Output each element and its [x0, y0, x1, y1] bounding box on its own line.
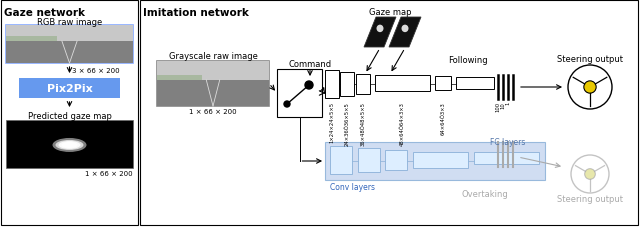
Text: RGB raw image: RGB raw image: [37, 18, 102, 27]
Bar: [413, 152, 468, 168]
Text: 10: 10: [500, 101, 506, 108]
Bar: [6, 26, 133, 64]
Text: Predicted gaze map: Predicted gaze map: [28, 112, 111, 120]
Bar: [157, 81, 269, 106]
Bar: [1, 1, 138, 225]
Bar: [6, 26, 133, 42]
Circle shape: [568, 66, 612, 109]
Ellipse shape: [61, 142, 77, 148]
Text: 1 × 66 × 200: 1 × 66 × 200: [85, 170, 133, 176]
Bar: [157, 62, 269, 106]
Bar: [325, 71, 339, 98]
Bar: [277, 70, 322, 117]
Text: Overtaking: Overtaking: [461, 189, 508, 198]
Polygon shape: [389, 18, 421, 48]
Bar: [6, 120, 133, 168]
Text: Steering output: Steering output: [557, 55, 623, 64]
Bar: [385, 150, 407, 170]
Bar: [325, 142, 545, 180]
Text: Gaze map: Gaze map: [369, 8, 412, 17]
Circle shape: [584, 82, 596, 94]
Bar: [474, 152, 539, 164]
Bar: [330, 146, 352, 174]
Circle shape: [571, 155, 609, 193]
Text: 1 × 66 × 200: 1 × 66 × 200: [189, 109, 237, 114]
Bar: [340, 73, 354, 97]
Text: Grayscale raw image: Grayscale raw image: [168, 52, 257, 61]
Bar: [6, 42, 133, 64]
Bar: [375, 76, 430, 92]
Text: Conv layers: Conv layers: [330, 182, 375, 191]
Text: 48×64Õ64×3×3: 48×64Õ64×3×3: [399, 101, 404, 145]
Text: 1×24×24×5×5: 1×24×24×5×5: [330, 101, 335, 142]
Text: Steering output: Steering output: [557, 194, 623, 203]
Bar: [356, 75, 370, 95]
Bar: [157, 62, 269, 81]
Text: 36×48Õ48×5×5: 36×48Õ48×5×5: [360, 101, 365, 145]
Bar: [157, 75, 202, 82]
Bar: [6, 37, 57, 43]
Circle shape: [284, 101, 290, 108]
Ellipse shape: [401, 26, 408, 33]
Ellipse shape: [58, 141, 81, 149]
Polygon shape: [364, 18, 396, 48]
Text: 100: 100: [495, 101, 500, 112]
Text: Command: Command: [289, 60, 332, 69]
Bar: [140, 1, 638, 225]
Ellipse shape: [56, 140, 83, 150]
Text: 1: 1: [506, 101, 511, 105]
Bar: [19, 79, 120, 98]
Circle shape: [585, 169, 595, 180]
Text: FC layers: FC layers: [490, 137, 525, 146]
Ellipse shape: [52, 138, 86, 152]
Text: 64×64Õ3×3: 64×64Õ3×3: [440, 101, 445, 134]
Text: Imitation network: Imitation network: [143, 8, 249, 18]
Bar: [358, 148, 380, 172]
Circle shape: [305, 82, 313, 90]
Text: Following: Following: [448, 56, 488, 65]
Text: Gaze network: Gaze network: [4, 8, 85, 18]
Text: 24×36Õ36×5×5: 24×36Õ36×5×5: [344, 101, 349, 145]
Text: Pix2Pix: Pix2Pix: [47, 84, 92, 94]
Bar: [456, 78, 494, 90]
Text: 3 × 66 × 200: 3 × 66 × 200: [72, 68, 120, 74]
Bar: [435, 77, 451, 91]
Ellipse shape: [376, 26, 383, 33]
